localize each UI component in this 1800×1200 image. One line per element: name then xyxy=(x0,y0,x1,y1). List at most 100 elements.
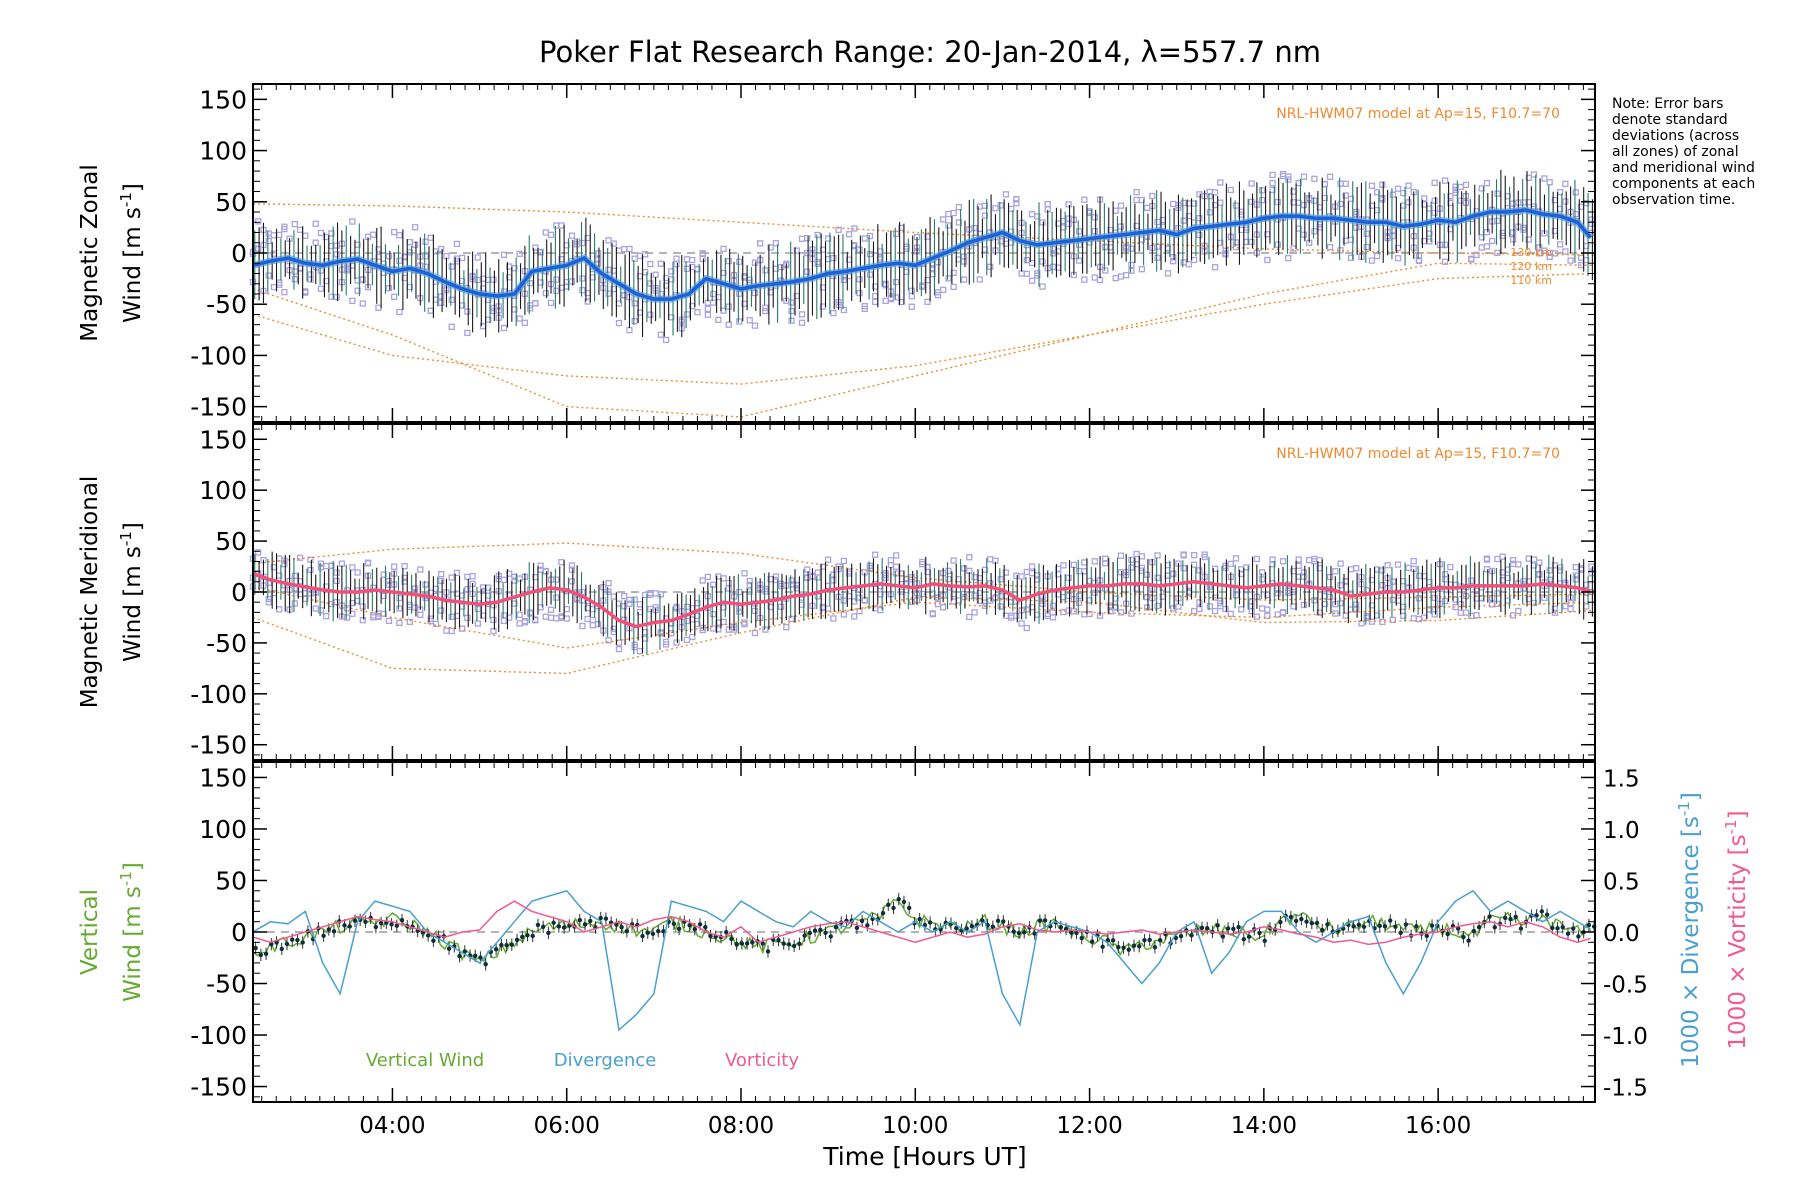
scatter-point xyxy=(343,614,351,621)
scatter-point xyxy=(631,300,638,307)
vertical-point xyxy=(1205,926,1210,931)
legend-item: Vertical Wind xyxy=(366,1050,484,1071)
vertical-point xyxy=(1001,919,1006,924)
y-tick-label: -150 xyxy=(190,731,247,760)
scatter-point xyxy=(1143,604,1151,611)
vertical-point xyxy=(1492,925,1497,930)
y2-label-vorticity: 1000 × Vorticity [s-1] xyxy=(1722,810,1751,1049)
scatter-point xyxy=(542,613,549,620)
scatter-point xyxy=(1081,559,1088,566)
scatter-point xyxy=(1154,574,1161,581)
vertical-point xyxy=(802,933,807,938)
scatter-point xyxy=(709,299,717,306)
vertical-point xyxy=(520,934,525,940)
scatter-point xyxy=(438,245,445,253)
scatter-point xyxy=(866,564,874,572)
y-label-line1: Vertical xyxy=(77,889,103,975)
scatter-point xyxy=(422,253,429,260)
scatter-point xyxy=(1483,228,1491,236)
scatter-point xyxy=(1065,201,1072,208)
vertical-point xyxy=(1555,926,1560,931)
scatter-point xyxy=(265,599,272,606)
scatter-point xyxy=(1332,610,1339,617)
scatter-point xyxy=(1311,175,1318,182)
scatter-point xyxy=(1211,189,1219,196)
scatter-point xyxy=(1180,552,1187,559)
vertical-point xyxy=(1356,922,1362,927)
panel-zonal: NRL-HWM07 model at Ap=15, F10.7=70 130 km… xyxy=(77,83,1596,423)
scatter-point xyxy=(349,564,356,571)
vertical-point xyxy=(990,924,996,929)
scatter-point xyxy=(1154,602,1161,610)
scatter-point xyxy=(1091,589,1098,596)
scatter-point xyxy=(605,579,612,587)
vertical-point xyxy=(1011,929,1016,934)
scatter-point xyxy=(830,577,837,584)
scatter-point xyxy=(636,601,644,608)
vertical-point xyxy=(1304,919,1309,924)
scatter-point xyxy=(824,235,832,242)
scatter-point xyxy=(312,605,319,612)
scatter-point xyxy=(1081,276,1088,283)
scatter-point xyxy=(1483,180,1491,187)
scatter-point xyxy=(553,576,560,583)
scatter-point xyxy=(1222,605,1229,613)
y2-tick-label: -1.5 xyxy=(1603,1076,1648,1102)
scatter-point xyxy=(1217,199,1224,206)
scatter-point xyxy=(955,204,963,211)
vertical-point xyxy=(656,928,661,934)
scatter-point xyxy=(1196,215,1203,222)
scatter-point xyxy=(971,592,978,599)
scatter-point xyxy=(605,637,612,644)
vertical-point xyxy=(1320,927,1325,933)
x-tick-label: 10:00 xyxy=(882,1113,948,1139)
scatter-point xyxy=(851,613,858,620)
vertical-point xyxy=(818,927,823,933)
scatter-point xyxy=(526,279,534,287)
scatter-point xyxy=(422,238,429,245)
scatter-point xyxy=(1269,560,1276,568)
scatter-point xyxy=(814,258,821,266)
scatter-point xyxy=(1232,239,1240,246)
scatter-point xyxy=(636,252,644,260)
scatter-point xyxy=(626,245,633,253)
y2-tick-label: -1.0 xyxy=(1603,1024,1648,1050)
scatter-point xyxy=(1180,217,1187,224)
scatter-point xyxy=(490,616,497,624)
vertical-point xyxy=(1215,923,1220,928)
scatter-point xyxy=(1363,614,1370,621)
scatter-point xyxy=(359,603,366,610)
scatter-point xyxy=(1274,590,1281,597)
scatter-point xyxy=(1138,196,1146,204)
vertical-point xyxy=(525,933,530,938)
scatter-point xyxy=(856,246,863,253)
scatter-point xyxy=(934,259,942,266)
scatter-point xyxy=(1311,597,1318,604)
vertical-point xyxy=(331,929,337,934)
vertical-point xyxy=(1178,933,1184,939)
vertical-point xyxy=(1147,937,1152,943)
scatter-point xyxy=(981,602,989,609)
scatter-point xyxy=(1546,179,1553,186)
scatter-point xyxy=(291,220,298,228)
scatter-point xyxy=(908,293,915,300)
scatter-point xyxy=(1075,257,1083,264)
scatter-point xyxy=(1128,564,1135,571)
scatter-point xyxy=(1468,612,1475,620)
vertical-point xyxy=(546,930,551,936)
vertical-point xyxy=(1471,928,1477,934)
scatter-point xyxy=(1023,624,1030,632)
scatter-point xyxy=(1143,204,1151,212)
scatter-point xyxy=(945,210,952,218)
scatter-point xyxy=(631,255,638,262)
y2-tick-label: 1.5 xyxy=(1603,766,1640,792)
scatter-point xyxy=(1483,566,1491,573)
vertical-point xyxy=(363,919,368,925)
scatter-point xyxy=(1091,214,1098,221)
scatter-point xyxy=(1023,606,1030,613)
scatter-point xyxy=(1018,573,1025,580)
scatter-point xyxy=(1285,589,1292,597)
model-curve xyxy=(252,203,1596,256)
scatter-point xyxy=(1065,220,1072,228)
scatter-point xyxy=(851,225,858,232)
